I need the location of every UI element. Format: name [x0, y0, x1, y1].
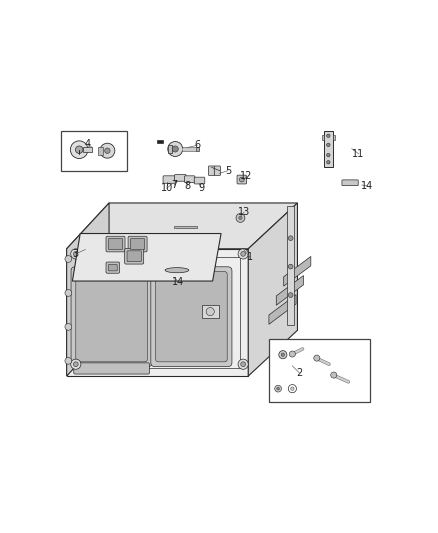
Text: 13: 13 — [238, 207, 250, 217]
Bar — [324, 131, 333, 167]
Bar — [333, 135, 335, 140]
FancyBboxPatch shape — [106, 236, 125, 252]
FancyBboxPatch shape — [76, 271, 148, 362]
Text: 14: 14 — [361, 181, 373, 191]
Circle shape — [71, 359, 81, 369]
Circle shape — [74, 252, 78, 256]
FancyBboxPatch shape — [155, 271, 227, 362]
Circle shape — [168, 142, 183, 157]
FancyBboxPatch shape — [163, 176, 175, 183]
Circle shape — [288, 264, 293, 269]
Circle shape — [65, 324, 72, 330]
Circle shape — [240, 177, 244, 182]
Text: 7: 7 — [171, 180, 177, 190]
FancyBboxPatch shape — [125, 248, 144, 264]
Circle shape — [241, 252, 246, 256]
FancyBboxPatch shape — [127, 251, 141, 262]
Circle shape — [74, 362, 78, 367]
Circle shape — [172, 146, 178, 152]
FancyBboxPatch shape — [214, 166, 220, 175]
Bar — [168, 146, 172, 153]
Text: 1: 1 — [247, 252, 253, 262]
FancyBboxPatch shape — [108, 239, 123, 249]
Polygon shape — [202, 305, 219, 318]
Text: 10: 10 — [161, 183, 173, 193]
Circle shape — [75, 146, 83, 154]
Text: 4: 4 — [85, 139, 91, 149]
Circle shape — [279, 351, 287, 359]
Bar — [83, 147, 92, 152]
FancyBboxPatch shape — [151, 267, 232, 367]
Circle shape — [65, 289, 72, 296]
Text: 6: 6 — [194, 140, 200, 150]
Circle shape — [331, 372, 337, 378]
FancyBboxPatch shape — [184, 176, 195, 183]
Polygon shape — [248, 203, 297, 376]
Circle shape — [314, 355, 320, 361]
Text: 14: 14 — [172, 277, 184, 287]
Circle shape — [71, 141, 88, 158]
FancyBboxPatch shape — [128, 236, 147, 252]
Polygon shape — [67, 203, 109, 376]
FancyBboxPatch shape — [237, 175, 247, 184]
FancyBboxPatch shape — [71, 267, 152, 367]
FancyBboxPatch shape — [108, 264, 117, 271]
FancyBboxPatch shape — [106, 262, 120, 273]
Polygon shape — [67, 249, 248, 376]
Polygon shape — [276, 276, 304, 305]
Circle shape — [206, 308, 214, 316]
Circle shape — [327, 160, 330, 164]
Text: 8: 8 — [184, 181, 190, 191]
Circle shape — [65, 256, 72, 262]
Polygon shape — [173, 225, 197, 229]
Polygon shape — [269, 295, 296, 324]
Bar — [98, 147, 103, 155]
Circle shape — [291, 387, 294, 390]
Circle shape — [238, 249, 248, 259]
Bar — [268, 339, 371, 401]
Circle shape — [327, 134, 330, 138]
Circle shape — [290, 351, 295, 357]
FancyBboxPatch shape — [74, 363, 149, 374]
Text: 12: 12 — [240, 172, 253, 182]
Bar — [61, 131, 127, 171]
Circle shape — [241, 362, 246, 367]
Circle shape — [327, 154, 330, 157]
Circle shape — [238, 359, 248, 369]
Ellipse shape — [165, 268, 189, 273]
FancyBboxPatch shape — [194, 177, 205, 184]
Text: 5: 5 — [225, 166, 231, 176]
Bar — [322, 135, 324, 140]
Circle shape — [327, 143, 330, 147]
Text: 2: 2 — [296, 368, 302, 378]
FancyBboxPatch shape — [342, 180, 358, 185]
Polygon shape — [284, 256, 311, 286]
Text: 11: 11 — [353, 149, 365, 159]
FancyBboxPatch shape — [208, 166, 215, 175]
Polygon shape — [67, 203, 297, 249]
Text: 3: 3 — [73, 249, 79, 259]
Circle shape — [275, 385, 282, 392]
Circle shape — [288, 293, 293, 297]
Circle shape — [105, 148, 110, 154]
Polygon shape — [287, 206, 294, 325]
Bar — [157, 140, 162, 143]
FancyBboxPatch shape — [131, 239, 145, 249]
Circle shape — [65, 358, 72, 364]
Circle shape — [71, 249, 81, 259]
Circle shape — [100, 143, 115, 158]
Circle shape — [239, 216, 242, 220]
Circle shape — [288, 236, 293, 240]
Circle shape — [236, 214, 245, 222]
Bar — [196, 147, 199, 151]
Text: 9: 9 — [198, 183, 205, 193]
FancyBboxPatch shape — [175, 174, 186, 181]
Circle shape — [281, 353, 285, 357]
Polygon shape — [72, 233, 221, 281]
Circle shape — [277, 387, 279, 390]
